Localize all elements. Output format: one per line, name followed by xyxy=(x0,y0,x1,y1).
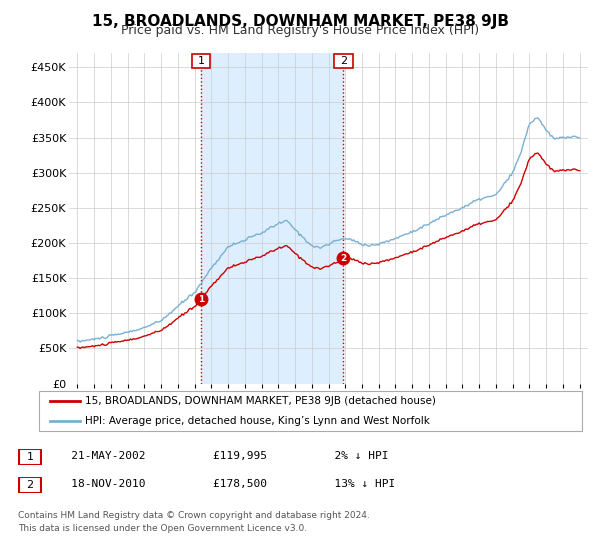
Text: Contains HM Land Registry data © Crown copyright and database right 2024.: Contains HM Land Registry data © Crown c… xyxy=(18,511,370,520)
Text: 15, BROADLANDS, DOWNHAM MARKET, PE38 9JB: 15, BROADLANDS, DOWNHAM MARKET, PE38 9JB xyxy=(91,14,509,29)
Text: 2: 2 xyxy=(26,480,34,490)
Text: HPI: Average price, detached house, King’s Lynn and West Norfolk: HPI: Average price, detached house, King… xyxy=(85,416,430,426)
FancyBboxPatch shape xyxy=(192,54,211,68)
Text: Price paid vs. HM Land Registry's House Price Index (HPI): Price paid vs. HM Land Registry's House … xyxy=(121,24,479,37)
FancyBboxPatch shape xyxy=(19,477,41,493)
Text: 18-NOV-2010          £178,500          13% ↓ HPI: 18-NOV-2010 £178,500 13% ↓ HPI xyxy=(51,479,395,489)
FancyBboxPatch shape xyxy=(19,449,41,465)
FancyBboxPatch shape xyxy=(39,391,582,431)
Text: 21-MAY-2002          £119,995          2% ↓ HPI: 21-MAY-2002 £119,995 2% ↓ HPI xyxy=(51,451,389,461)
Bar xyxy=(201,53,343,384)
Text: 1: 1 xyxy=(198,295,204,304)
Text: 1: 1 xyxy=(197,56,205,66)
Text: 2: 2 xyxy=(340,56,347,66)
Text: 2: 2 xyxy=(340,254,347,263)
FancyBboxPatch shape xyxy=(334,54,353,68)
Text: 15, BROADLANDS, DOWNHAM MARKET, PE38 9JB (detached house): 15, BROADLANDS, DOWNHAM MARKET, PE38 9JB… xyxy=(85,396,436,406)
Text: 1: 1 xyxy=(26,452,34,462)
Text: This data is licensed under the Open Government Licence v3.0.: This data is licensed under the Open Gov… xyxy=(18,524,307,533)
